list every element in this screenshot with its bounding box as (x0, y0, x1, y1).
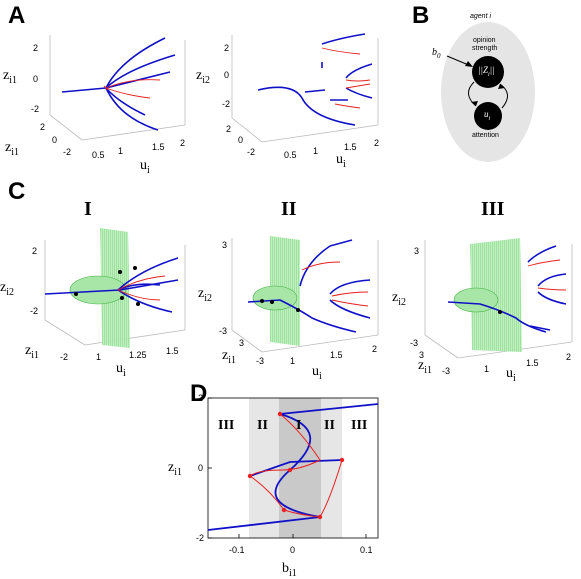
c-II-plot (231, 236, 379, 353)
d-region-III-left: III (218, 418, 235, 433)
c-I-ytick: -2 (60, 352, 69, 362)
a-left-xtick: 2 (180, 138, 186, 148)
a-left-xtick: 0.5 (92, 150, 105, 160)
a-left-ztick: 2 (33, 43, 39, 53)
d-xtick: -0.1 (229, 545, 245, 555)
c-III-ylabel: zi1 (418, 358, 432, 376)
opinion-label-2: strength (472, 45, 498, 52)
c-I-xtick: 1.5 (166, 346, 179, 356)
a-left-ztick: -2 (31, 104, 40, 114)
a-left-ztick: 0 (33, 74, 39, 84)
c-III-ztick: 3 (414, 246, 420, 256)
c-III-xtick: 1.5 (526, 358, 539, 368)
c-II-xtick: 2 (372, 344, 378, 354)
c-I-title: I (84, 198, 92, 220)
c-III-plot (424, 238, 573, 359)
c-I-ylabel: zi1 (25, 343, 39, 361)
c-II-ztick: 3 (222, 240, 228, 250)
d-region-II-left: II (257, 418, 268, 433)
c-I-ztick: 2 (32, 246, 38, 256)
c-II-xtick: 1 (290, 356, 296, 366)
a-left-xtick: 1.5 (152, 142, 165, 152)
attention-label: attention (472, 132, 499, 139)
d-ytick: 0 (198, 463, 204, 473)
a-right-ztick: -2 (222, 99, 231, 109)
b0-label: b0 (432, 47, 441, 60)
c-III-ytick: -3 (442, 366, 451, 376)
a-right-ztick: 2 (224, 43, 230, 53)
a-left-ytick: 2 (40, 122, 46, 132)
d-xlabel: bi1 (282, 561, 297, 579)
a-right-ztick: 0 (224, 70, 230, 80)
d-ytick: 2 (198, 393, 204, 403)
a-right-xtick: 1 (313, 146, 319, 156)
c-II-xtick: 1.5 (330, 350, 343, 360)
d-ytick: -2 (196, 533, 205, 543)
attention-node (474, 102, 502, 130)
d-xtick: 0.1 (360, 545, 373, 555)
a-right-xlabel: ui (336, 152, 346, 170)
a-right-xtick: 0.5 (284, 150, 297, 160)
agent-ellipse (441, 22, 535, 162)
a-left-zlabel: zi1 (3, 68, 17, 86)
a-left-xtick: 1 (118, 146, 124, 156)
d-ylabel: zi1 (168, 460, 182, 478)
panel-b-letter: B (412, 2, 430, 29)
a-left-ytick: -2 (63, 147, 72, 157)
a-left-ylabel: zi1 (5, 140, 19, 158)
c-I-plot (44, 228, 186, 348)
panel-c-letter: C (8, 178, 26, 205)
agent-label: agent i (470, 13, 492, 20)
a-right-ytick: -2 (247, 147, 256, 157)
c-II-title: II (281, 198, 297, 220)
c-I-xtick: 1.25 (129, 350, 147, 360)
a-right-ytick: 2 (226, 124, 232, 134)
a-right-xtick: 1.5 (344, 142, 357, 152)
a-left-xlabel: ui (140, 158, 150, 176)
c-II-zlabel: zi2 (198, 286, 212, 304)
panel-d-letter: D (190, 380, 208, 407)
opinion-label-1: opinion (473, 37, 496, 44)
c-III-xtick: 2 (566, 352, 572, 362)
opinion-node (472, 56, 504, 88)
c-II-ytick: -3 (256, 356, 265, 366)
d-region-III-right: III (351, 418, 368, 433)
c-I-ztick: -2 (30, 306, 39, 316)
d-region-I: I (296, 418, 302, 433)
a-left-ytick: 0 (52, 135, 58, 145)
c-II-ytick: 3 (239, 338, 245, 348)
c-III-ytick: 3 (419, 350, 425, 360)
a-right-ytick: 0 (238, 135, 244, 145)
c-III-xtick: 1 (484, 364, 490, 374)
c-III-ztick: -3 (410, 338, 419, 348)
d-xtick: 0 (290, 545, 296, 555)
c-III-zlabel: zi2 (392, 290, 406, 308)
c-II-ztick: -3 (219, 326, 228, 336)
a-right-zlabel: zi2 (196, 68, 210, 86)
c-II-xlabel: ui (312, 364, 322, 382)
d-region-II-right: II (324, 418, 335, 433)
panel-a-letter: A (8, 2, 26, 29)
c-III-title: III (481, 198, 505, 220)
c-I-xlabel: ui (116, 361, 126, 379)
c-I-zlabel: zi2 (0, 280, 14, 298)
attention-node-label: ui (484, 109, 491, 122)
c-II-ylabel: zi1 (222, 348, 236, 366)
c-III-xlabel: ui (506, 366, 516, 384)
c-I-xtick: 1 (96, 352, 102, 362)
opinion-node-label: ||Zi|| (478, 65, 495, 78)
a-right-xtick: 2 (374, 138, 380, 148)
